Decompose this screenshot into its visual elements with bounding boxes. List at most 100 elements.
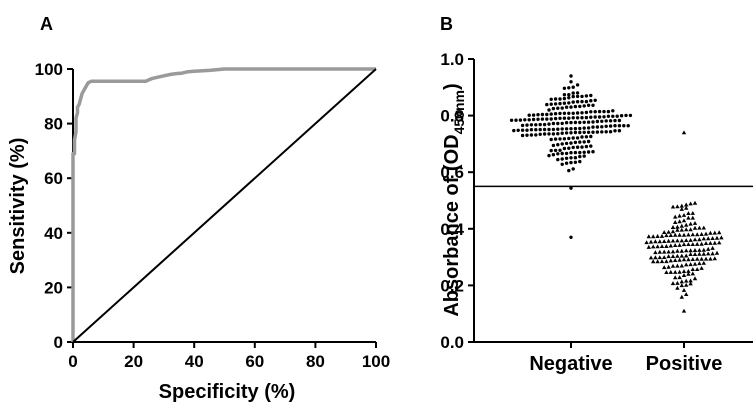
positive-point [690,232,695,237]
negative-point [538,122,542,127]
negative-point [549,97,553,102]
positive-point [684,253,689,258]
negative-point [542,132,547,136]
category-label-positive: Positive [646,353,723,375]
positive-point [695,267,700,271]
positive-point [695,256,700,261]
negative-point [527,113,531,117]
negative-point [547,127,551,132]
negative-point [571,91,575,95]
positive-point [699,256,704,261]
absorbance-tick-labels: 0.0 0.2 0.4 0.6 0.8 1.0 [440,50,464,352]
negative-point [571,94,575,99]
positive-point [708,241,713,245]
negative-point [575,94,580,99]
negative-point [558,101,562,106]
negative-point [589,134,593,139]
positive-point [666,254,671,259]
negative-point [600,130,604,134]
negative-point [551,121,556,126]
positive-point [662,265,667,270]
positive-point [690,271,695,276]
absorbance-y-axis-label: Absorbance of (OD450nm) [441,83,467,316]
negative-point [560,157,564,161]
negative-point [567,96,571,100]
positive-point [688,221,693,226]
positive-point [677,219,682,224]
negative-point [560,142,564,146]
positive-point [686,211,691,215]
negative-point [536,113,540,117]
negative-point [569,74,573,78]
negative-point [525,133,529,137]
positive-point [686,215,691,220]
negative-point [562,86,567,91]
negative-point [562,93,567,97]
roc-curve [71,67,376,342]
negative-point [569,156,573,160]
negative-point [556,127,560,131]
positive-point [690,211,695,215]
positive-point [684,227,689,232]
positive-point [655,259,660,264]
negative-point [575,83,580,87]
negative-point [578,120,582,125]
positive-point [675,224,680,229]
positive-point [673,220,678,224]
reference-diagonal-line [72,68,377,343]
negative-point [551,143,556,148]
positive-point [712,230,717,235]
absorbance-y-tick-label: 0.4 [440,220,464,239]
negative-point [520,133,525,138]
positive-point [657,249,662,254]
negative-point [567,93,571,97]
positive-point [651,244,656,249]
negative-point [567,116,571,120]
positive-point [677,269,682,274]
negative-point [558,97,562,101]
negative-point [589,110,593,114]
negative-point [512,128,516,133]
positive-point [659,244,665,248]
positive-point [699,241,704,246]
negative-point [571,111,575,116]
negative-point [569,131,573,135]
positive-point [714,235,720,240]
negative-point [556,157,560,162]
negative-point [615,114,619,118]
ylabel-subscript: 450nm [451,90,467,134]
negative-point [573,120,578,125]
positive-point [692,200,698,205]
negative-point [591,130,595,134]
positive-point [677,257,682,262]
positive-point [679,203,684,208]
positive-point [681,213,687,217]
positive-point [666,249,671,254]
negative-point [600,119,604,124]
positive-point [699,232,704,236]
positive-point [706,236,711,241]
negative-point [597,115,602,119]
negative-point [536,117,540,122]
negative-point [556,132,560,136]
positive-point [668,269,673,274]
positive-point [677,275,682,280]
negative-point [573,104,578,109]
negative-point [549,117,553,121]
positive-point [681,242,687,247]
negative-point [562,101,567,105]
positive-point [701,225,706,230]
negative-point [569,160,573,165]
negative-point [578,130,582,135]
positive-point [673,243,678,247]
negative-point [560,162,564,166]
absorbance-y-tick-label: 0.8 [440,107,464,126]
negative-point [558,137,562,141]
positive-point [684,205,689,210]
positive-point [684,292,689,296]
positive-point [651,259,656,264]
negative-point [547,122,551,126]
negative-point [595,125,600,129]
roc-panel: A 0 20 40 60 80 100 0 20 40 60 80 100 Specificity (… [7,14,390,403]
negative-point [595,119,600,124]
